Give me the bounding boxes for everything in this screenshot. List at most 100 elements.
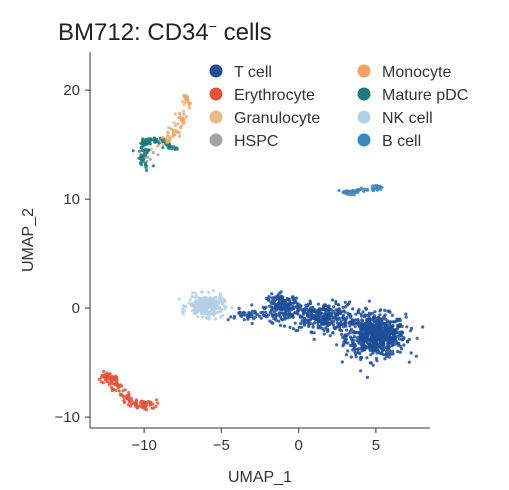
data-point xyxy=(360,318,364,322)
data-point xyxy=(359,369,363,373)
data-point xyxy=(196,303,200,307)
data-point xyxy=(292,305,296,309)
data-point xyxy=(317,314,321,318)
data-point xyxy=(212,297,216,301)
data-point xyxy=(311,325,315,329)
data-point xyxy=(375,188,379,192)
data-point xyxy=(246,317,250,321)
data-point xyxy=(237,306,241,310)
data-point xyxy=(375,330,379,334)
data-point xyxy=(333,312,337,316)
data-point xyxy=(108,372,112,376)
data-point xyxy=(219,315,223,319)
data-point xyxy=(193,300,197,304)
data-point xyxy=(383,308,387,312)
data-point xyxy=(271,321,275,325)
data-point xyxy=(370,333,374,337)
data-point xyxy=(312,337,316,341)
data-point xyxy=(350,322,355,326)
data-point xyxy=(391,340,395,344)
data-point xyxy=(299,322,303,326)
data-point xyxy=(176,122,180,126)
data-point xyxy=(348,324,352,328)
data-point xyxy=(380,185,384,189)
legend-marker xyxy=(357,64,371,78)
data-point xyxy=(299,307,303,311)
data-point xyxy=(327,321,331,325)
data-point xyxy=(293,311,297,315)
data-point xyxy=(371,188,375,192)
data-point xyxy=(161,146,165,150)
data-point xyxy=(354,330,358,334)
series-nk-cell xyxy=(177,289,234,321)
data-point xyxy=(160,136,164,140)
data-point xyxy=(368,340,372,344)
legend-item-monocyte: Monocyte xyxy=(357,64,451,81)
data-point xyxy=(377,351,381,355)
data-point xyxy=(200,298,204,302)
data-point xyxy=(177,116,181,120)
data-point xyxy=(405,325,409,329)
legend-item-t-cell: T cell xyxy=(209,64,272,81)
data-point xyxy=(341,335,345,340)
data-point xyxy=(156,153,160,157)
data-point xyxy=(264,310,268,315)
data-point xyxy=(205,316,209,320)
data-point xyxy=(192,311,196,316)
data-point xyxy=(117,389,121,393)
data-point xyxy=(370,344,374,348)
data-point xyxy=(130,402,134,406)
data-point xyxy=(128,404,133,408)
data-point xyxy=(371,363,375,367)
data-point xyxy=(384,352,389,356)
data-point xyxy=(360,186,364,190)
data-point xyxy=(394,331,398,335)
data-point xyxy=(286,306,290,310)
data-point xyxy=(353,350,357,354)
data-point xyxy=(396,349,400,354)
data-point xyxy=(326,324,330,328)
data-point xyxy=(344,320,348,324)
data-point xyxy=(326,329,330,333)
data-point xyxy=(146,148,151,152)
data-point xyxy=(370,336,374,340)
data-point xyxy=(138,149,142,153)
data-point xyxy=(270,292,274,296)
data-point xyxy=(218,296,222,300)
data-point xyxy=(378,340,382,344)
data-point xyxy=(396,325,400,329)
data-point xyxy=(293,321,297,325)
data-point xyxy=(322,328,326,332)
y-tick-label: 10 xyxy=(63,191,80,208)
data-point xyxy=(173,147,177,151)
data-point xyxy=(380,342,384,346)
data-point xyxy=(365,188,370,192)
legend-item-granulocyte: Granulocyte xyxy=(209,110,320,127)
data-point xyxy=(156,401,160,405)
data-point xyxy=(336,303,341,307)
data-point xyxy=(384,346,388,350)
data-point xyxy=(148,141,152,145)
data-point xyxy=(308,302,312,306)
data-point xyxy=(292,327,296,331)
data-point xyxy=(363,187,367,191)
data-point xyxy=(273,295,277,299)
data-point xyxy=(135,406,139,410)
data-point xyxy=(382,345,386,349)
data-point xyxy=(367,311,371,315)
data-point xyxy=(320,322,325,326)
data-point xyxy=(346,349,350,353)
data-point xyxy=(253,311,257,315)
data-point xyxy=(338,328,342,332)
data-point xyxy=(282,304,286,308)
data-point xyxy=(161,143,165,147)
data-point xyxy=(139,156,143,160)
data-point xyxy=(373,310,377,314)
data-point xyxy=(297,325,301,329)
data-point xyxy=(144,408,149,412)
data-point xyxy=(352,193,356,197)
data-point xyxy=(166,131,170,135)
data-point xyxy=(320,319,324,323)
data-point xyxy=(406,340,410,344)
